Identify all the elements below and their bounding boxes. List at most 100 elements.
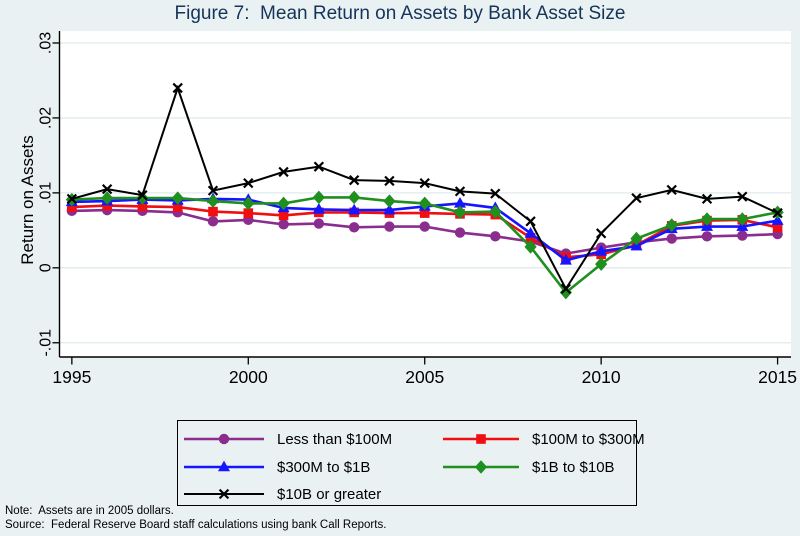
series-0-marker (348, 222, 360, 233)
series-4-marker (595, 228, 607, 239)
series-1-marker (525, 233, 536, 243)
series-4 (66, 82, 783, 294)
series-4-marker (701, 193, 713, 205)
series-4-marker (172, 82, 183, 94)
series-4-marker (631, 192, 642, 204)
legend-sample-2 (184, 460, 264, 472)
y-tick-label: -.01 (38, 329, 55, 357)
series-4-marker (207, 185, 219, 196)
series-3-marker (559, 285, 572, 300)
series-1-marker (419, 208, 430, 218)
note-text: Note: Assets are in 2005 dollars. (5, 505, 174, 517)
x-tick-label: 2000 (229, 367, 268, 387)
legend-label-4: $10B or greater (277, 485, 382, 503)
y-axis-title: Return on Assets (18, 135, 37, 265)
legend-sample-marker (218, 460, 230, 472)
series-1-marker (278, 210, 289, 221)
series-3-marker (736, 212, 749, 226)
series-1-marker (243, 208, 254, 218)
x-tick-label: 2015 (758, 367, 797, 387)
series-4-marker (419, 177, 430, 189)
series-3 (65, 190, 784, 300)
series-3-marker (206, 194, 220, 208)
legend-sample-4 (184, 488, 264, 500)
chart-notes: Note: Assets are in 2005 dollars. Source… (5, 504, 386, 532)
series-3-marker (665, 218, 678, 232)
series-3-marker (383, 194, 396, 208)
legend-sample-marker (476, 434, 486, 444)
legend-label-3: $1B to $10B (532, 458, 615, 476)
plot-background (59, 31, 791, 357)
series-4-marker (348, 174, 360, 186)
legend-sample-marker (218, 488, 230, 500)
series-0-marker (313, 218, 325, 229)
legend-entry-2: $300M to $1B (184, 458, 370, 476)
chart-title: Figure 7: Mean Return on Assets by Bank … (174, 3, 626, 24)
plot-area: -.01 0 .01 .02 .03 1995 2000 2005 2010 2015 (38, 31, 797, 387)
y-tick-label: .01 (38, 182, 55, 204)
series-0-marker (207, 216, 219, 227)
y-tick-label: 0 (38, 263, 55, 272)
legend-sample-marker (474, 460, 488, 474)
series-3-marker (242, 196, 255, 211)
series-4-marker (66, 193, 78, 205)
series-4-marker (737, 191, 748, 202)
series-3-marker (312, 190, 325, 205)
series-0-marker (278, 219, 289, 230)
series-4-marker (454, 186, 466, 197)
legend-label-2: $300M to $1B (277, 458, 371, 476)
series-3-marker (595, 257, 608, 271)
series-4-marker (313, 161, 325, 172)
series-3-marker (630, 231, 643, 246)
x-tick-label: 2010 (582, 367, 621, 387)
series-3-marker (700, 212, 714, 226)
legend-box: Less than $100M $100M to $300M $300M to $1… (177, 420, 645, 506)
series-3-marker (171, 191, 184, 205)
series-3-marker (489, 204, 502, 219)
series-0-marker (701, 231, 713, 242)
series-3-marker (524, 240, 537, 254)
series-2-marker (348, 203, 361, 215)
series-1-marker (102, 200, 112, 211)
series-1-marker (772, 222, 783, 233)
series-1-marker (172, 202, 183, 212)
series-1-marker (67, 202, 77, 212)
series-4-marker (101, 183, 113, 195)
series-3-marker (418, 196, 431, 211)
series-4-marker (772, 207, 783, 219)
series-0-marker (737, 230, 748, 241)
series-2-marker (524, 226, 537, 238)
series-2-marker (771, 214, 784, 225)
legend-sample-1 (443, 434, 519, 444)
series-4-marker (278, 166, 289, 178)
series-1-marker (137, 201, 148, 212)
legend-entry-0: Less than $100M (184, 430, 392, 448)
series-4-marker (490, 188, 501, 199)
series-4-marker (666, 184, 677, 196)
series-2-marker (559, 253, 572, 265)
series-2-marker (595, 244, 608, 256)
series-0-marker (666, 233, 677, 244)
series-1-marker (208, 206, 218, 217)
legend-sample-3 (443, 460, 519, 474)
x-tick-label: 1995 (52, 367, 91, 387)
series-4-marker (560, 283, 572, 294)
series-0-marker (490, 231, 501, 242)
series-3-marker (277, 196, 290, 211)
series-3-marker (453, 205, 467, 220)
legend-entry-1: $100M to $300M (443, 430, 645, 448)
series-2-marker (383, 203, 396, 215)
x-tick-label: 2005 (405, 367, 444, 387)
legend-entry-3: $1B to $10B (443, 458, 615, 476)
series-2-marker (312, 202, 325, 214)
series-0-marker (384, 221, 395, 232)
legend-sample-marker (218, 433, 230, 445)
source-text: Source: Federal Reserve Board staff calc… (5, 519, 387, 531)
series-3-marker (348, 190, 361, 205)
legend-entry-4: $10B or greater (184, 485, 381, 503)
series-4-marker (525, 216, 536, 227)
series-2-marker (454, 196, 467, 208)
series-4-marker (243, 177, 254, 189)
series-4-marker (384, 175, 395, 187)
